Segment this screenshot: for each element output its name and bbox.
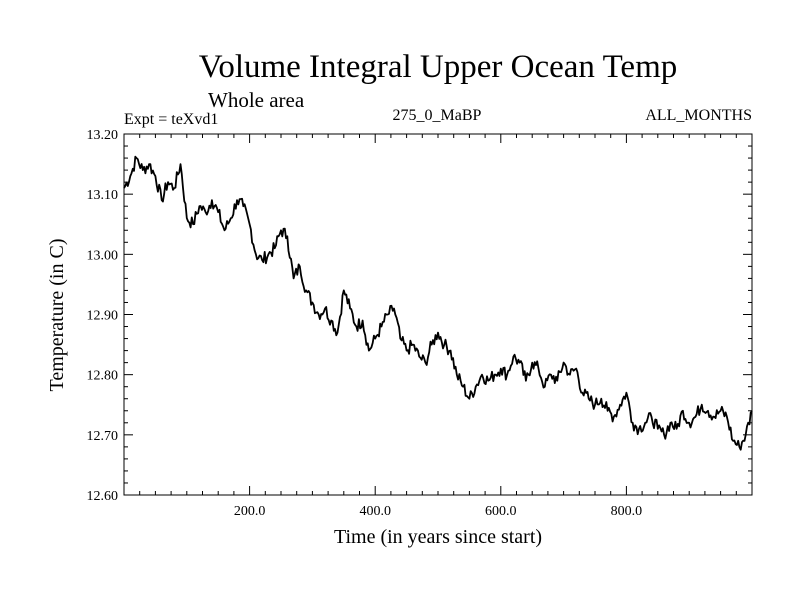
run-label: 275_0_MaBP xyxy=(393,107,482,124)
y-tick-label: 13.10 xyxy=(87,188,119,203)
y-axis-label: Temperature (in C) xyxy=(46,239,68,392)
months-label: ALL_MONTHS xyxy=(645,107,752,124)
x-tick-label: 200.0 xyxy=(234,504,266,519)
temperature-series-line xyxy=(123,155,753,451)
y-tick-label: 12.60 xyxy=(87,489,119,504)
plot-frame xyxy=(123,133,753,496)
x-tick-label: 400.0 xyxy=(359,504,391,519)
y-tick-label: 13.00 xyxy=(87,248,119,263)
x-tick-label: 600.0 xyxy=(485,504,517,519)
experiment-label: Expt = teXvd1 xyxy=(124,111,218,128)
y-axis-ticks xyxy=(124,145,752,484)
chart-title: Volume Integral Upper Ocean Temp xyxy=(199,49,677,85)
x-tick-label: 800.0 xyxy=(611,504,643,519)
y-tick-label: 13.20 xyxy=(87,128,119,143)
y-tick-label: 12.70 xyxy=(87,429,119,444)
y-axis-tick-labels: 12.60 12.70 12.80 12.90 13.00 13.10 13.20 xyxy=(87,128,119,504)
y-tick-label: 12.80 xyxy=(87,369,119,384)
chart-subtitle: Whole area xyxy=(208,88,305,112)
y-tick-label: 12.90 xyxy=(87,309,119,324)
x-axis-ticks xyxy=(139,134,737,495)
x-axis-label: Time (in years since start) xyxy=(334,526,542,548)
x-axis-tick-labels: 200.0 400.0 600.0 800.0 xyxy=(234,504,642,519)
